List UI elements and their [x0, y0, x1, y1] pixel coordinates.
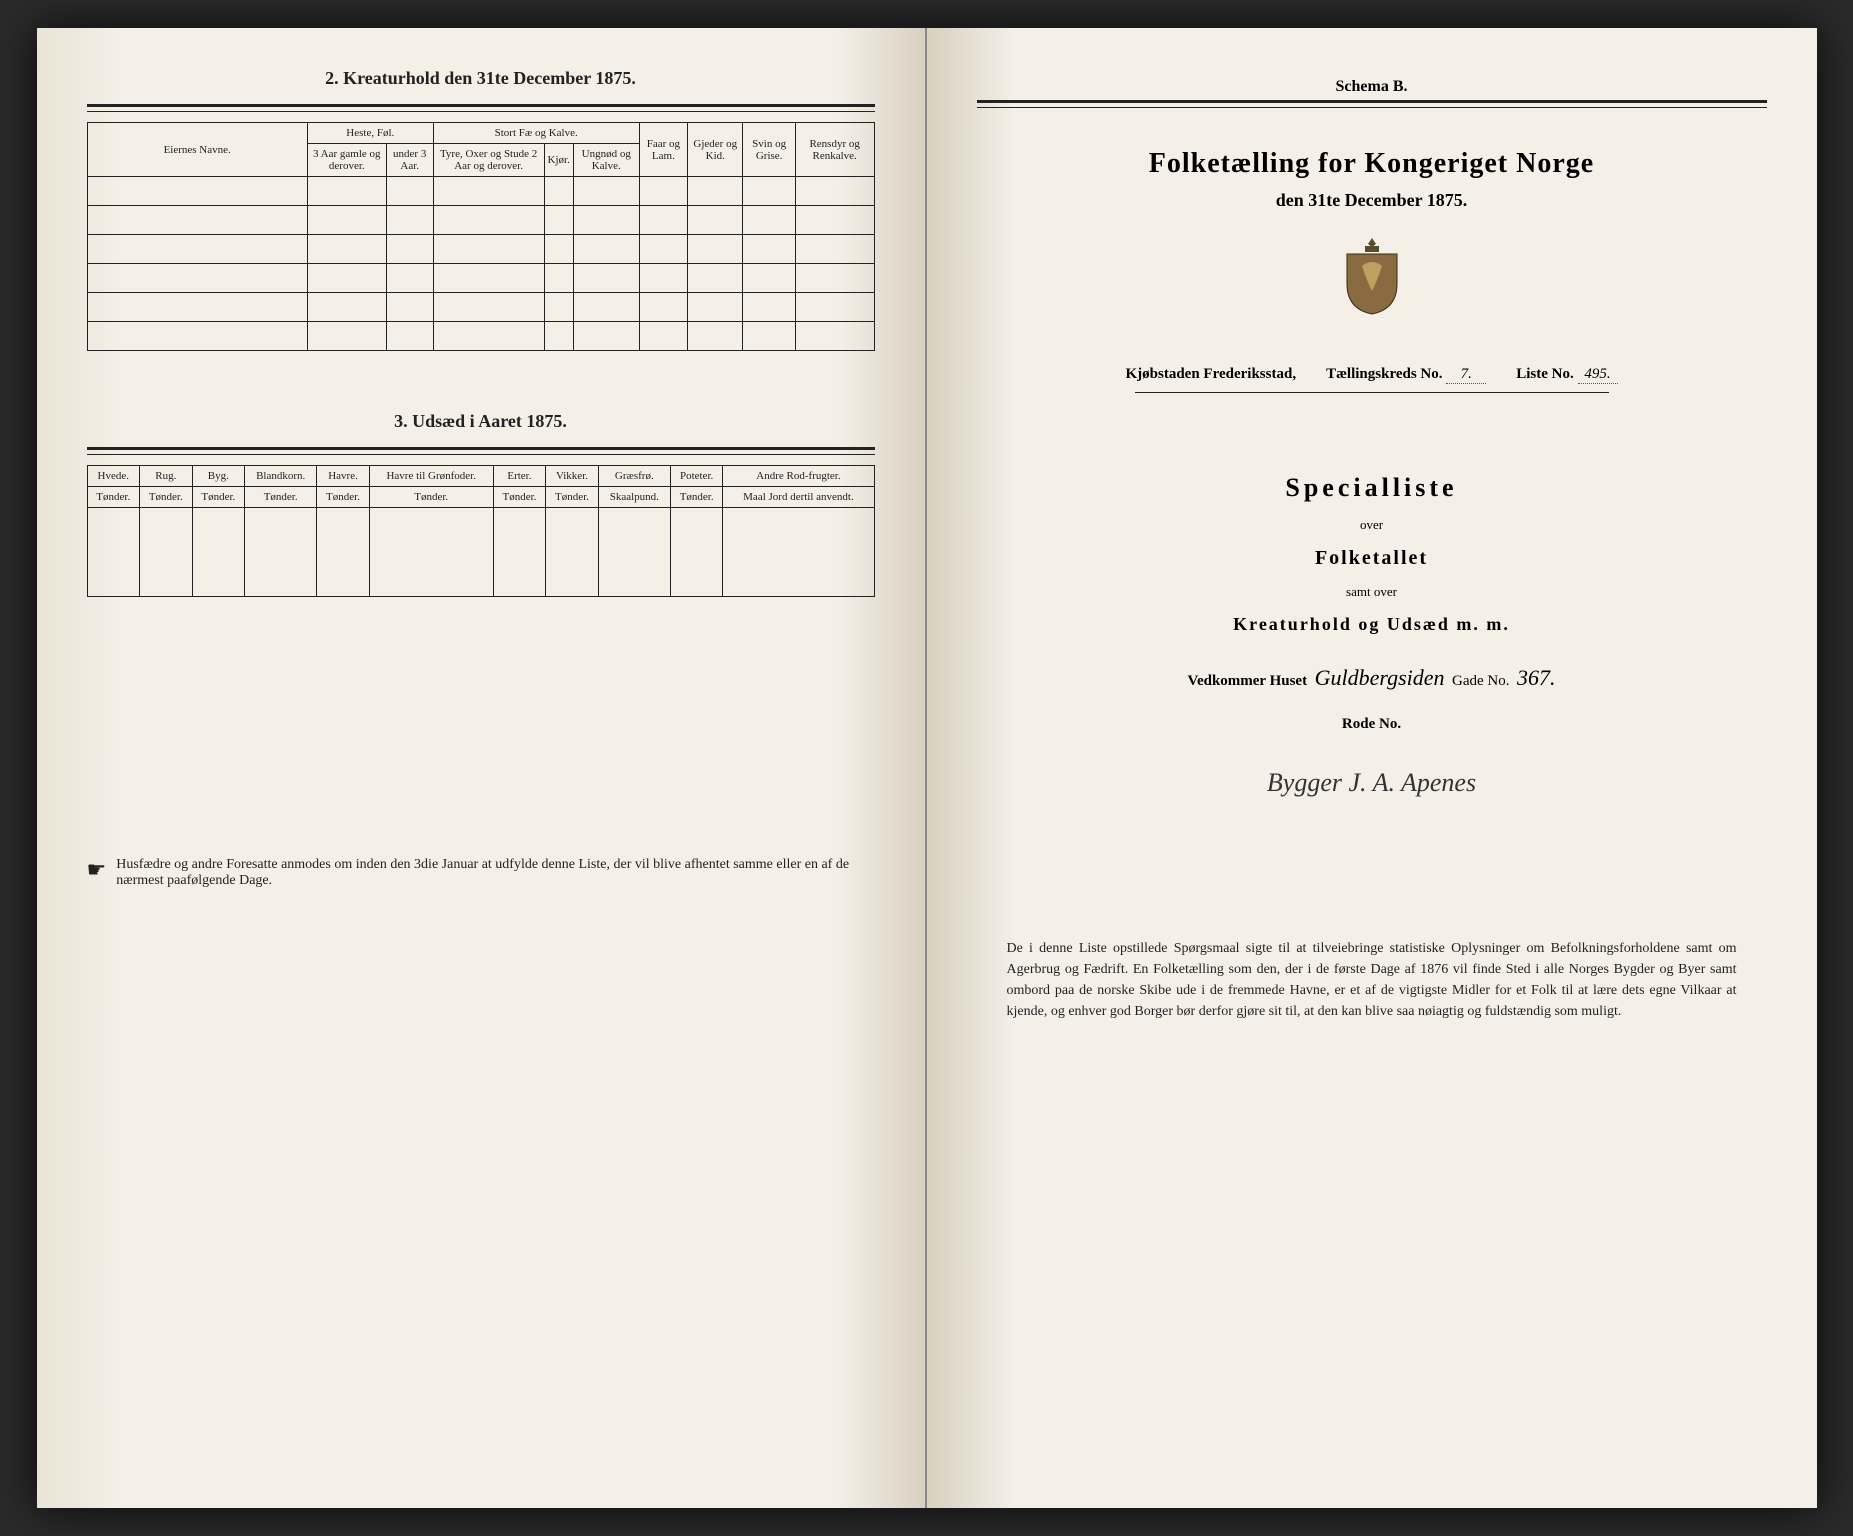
u9: Skaalpund.: [598, 487, 670, 508]
footnote: ☛ Husfædre og andre Foresatte anmodes om…: [87, 857, 875, 889]
c2: Rug.: [140, 466, 193, 487]
c6: Havre til Grønfoder.: [369, 466, 493, 487]
livestock-table: Eiernes Navne. Heste, Føl. Stort Fæ og K…: [87, 122, 875, 351]
s2: Kjør.: [544, 144, 573, 177]
rule3: [977, 100, 1767, 108]
c7: Erter.: [493, 466, 546, 487]
u7: Tønder.: [493, 487, 546, 508]
c11: Andre Rod-frugter.: [723, 466, 874, 487]
c5: Havre.: [317, 466, 370, 487]
liste-label: Liste No.: [1516, 366, 1574, 382]
schema-label: Schema B.: [977, 78, 1767, 96]
coat-of-arms-icon: [1337, 236, 1407, 316]
kreds-value: 7.: [1446, 366, 1486, 384]
right-page: Schema B. Folketælling for Kongeriget No…: [927, 28, 1817, 1508]
u11: Maal Jord dertil anvendt.: [723, 487, 874, 508]
vedkommer-label: Vedkommer Huset: [1187, 673, 1307, 689]
gade-name: Guldbergsiden: [1315, 665, 1445, 690]
signature: Bygger J. A. Apenes: [977, 768, 1767, 798]
liste-value: 495.: [1578, 366, 1618, 384]
c8: Vikker.: [546, 466, 599, 487]
specialliste: Specialliste: [977, 473, 1767, 503]
main-title: Folketælling for Kongeriget Norge: [977, 148, 1767, 180]
section2-title: 2. Kreaturhold den 31te December 1875.: [87, 68, 875, 89]
kreaturhold: Kreaturhold og Udsæd m. m.: [977, 614, 1767, 635]
pointing-hand-icon: ☛: [87, 857, 107, 883]
sub-title: den 31te December 1875.: [977, 190, 1767, 211]
section3-title: 3. Udsæd i Aaret 1875.: [87, 411, 875, 432]
u5: Tønder.: [317, 487, 370, 508]
town-label: Kjøbstaden Frederiksstad,: [1126, 366, 1297, 382]
footnote-text: Husfædre og andre Foresatte anmodes om i…: [116, 857, 874, 889]
rule: [87, 104, 875, 112]
c9: Græsfrø.: [598, 466, 670, 487]
gade-no: 367.: [1517, 665, 1556, 690]
vedkommer-line: Vedkommer Huset Guldbergsiden Gade No. 3…: [977, 665, 1767, 691]
over1: over: [977, 517, 1767, 533]
grp-sheep: Faar og Lam.: [639, 123, 687, 177]
col-owner: Eiernes Navne.: [87, 123, 307, 177]
u1: Tønder.: [87, 487, 140, 508]
u10: Tønder.: [670, 487, 723, 508]
u4: Tønder.: [245, 487, 317, 508]
u3: Tønder.: [192, 487, 245, 508]
samt-over: samt over: [977, 584, 1767, 600]
rode-label: Rode No.: [1342, 716, 1401, 732]
u6: Tønder.: [369, 487, 493, 508]
c10: Poteter.: [670, 466, 723, 487]
grp-reindeer: Rensdyr og Renkalve.: [795, 123, 874, 177]
rule4: [1135, 392, 1609, 393]
grp-cattle: Stort Fæ og Kalve.: [433, 123, 639, 144]
h2: under 3 Aar.: [386, 144, 433, 177]
s1: Tyre, Oxer og Stude 2 Aar og derover.: [433, 144, 544, 177]
grp-horses: Heste, Føl.: [307, 123, 433, 144]
rule2: [87, 447, 875, 455]
kreds-label: Tællingskreds No.: [1326, 366, 1442, 382]
grp-goats: Gjeder og Kid.: [688, 123, 743, 177]
u8: Tønder.: [546, 487, 599, 508]
book-spread: 2. Kreaturhold den 31te December 1875. E…: [37, 28, 1817, 1508]
info-line: Kjøbstaden Frederiksstad, Tællingskreds …: [977, 366, 1767, 384]
grp-pigs: Svin og Grise.: [743, 123, 795, 177]
c3: Byg.: [192, 466, 245, 487]
c1: Hvede.: [87, 466, 140, 487]
h1: 3 Aar gamle og derover.: [307, 144, 386, 177]
c4: Blandkorn.: [245, 466, 317, 487]
u2: Tønder.: [140, 487, 193, 508]
bottom-paragraph: De i denne Liste opstillede Spørgsmaal s…: [977, 938, 1767, 1022]
seed-table: Hvede. Rug. Byg. Blandkorn. Havre. Havre…: [87, 465, 875, 597]
folketallet: Folketallet: [977, 547, 1767, 570]
left-page: 2. Kreaturhold den 31te December 1875. E…: [37, 28, 927, 1508]
rode-line: Rode No.: [977, 716, 1767, 733]
s3: Ungnød og Kalve.: [573, 144, 639, 177]
gade-label: Gade No.: [1452, 673, 1509, 689]
